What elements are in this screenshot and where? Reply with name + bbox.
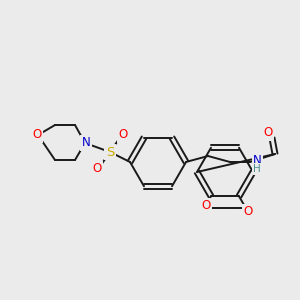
Text: O: O xyxy=(243,205,253,218)
Text: O: O xyxy=(92,163,102,176)
Text: S: S xyxy=(106,146,114,158)
Text: O: O xyxy=(118,128,127,142)
Text: O: O xyxy=(32,128,42,142)
Text: O: O xyxy=(201,199,211,212)
Text: O: O xyxy=(263,127,273,140)
Text: N: N xyxy=(82,136,90,149)
Text: H: H xyxy=(253,164,261,174)
Text: N: N xyxy=(253,154,262,167)
